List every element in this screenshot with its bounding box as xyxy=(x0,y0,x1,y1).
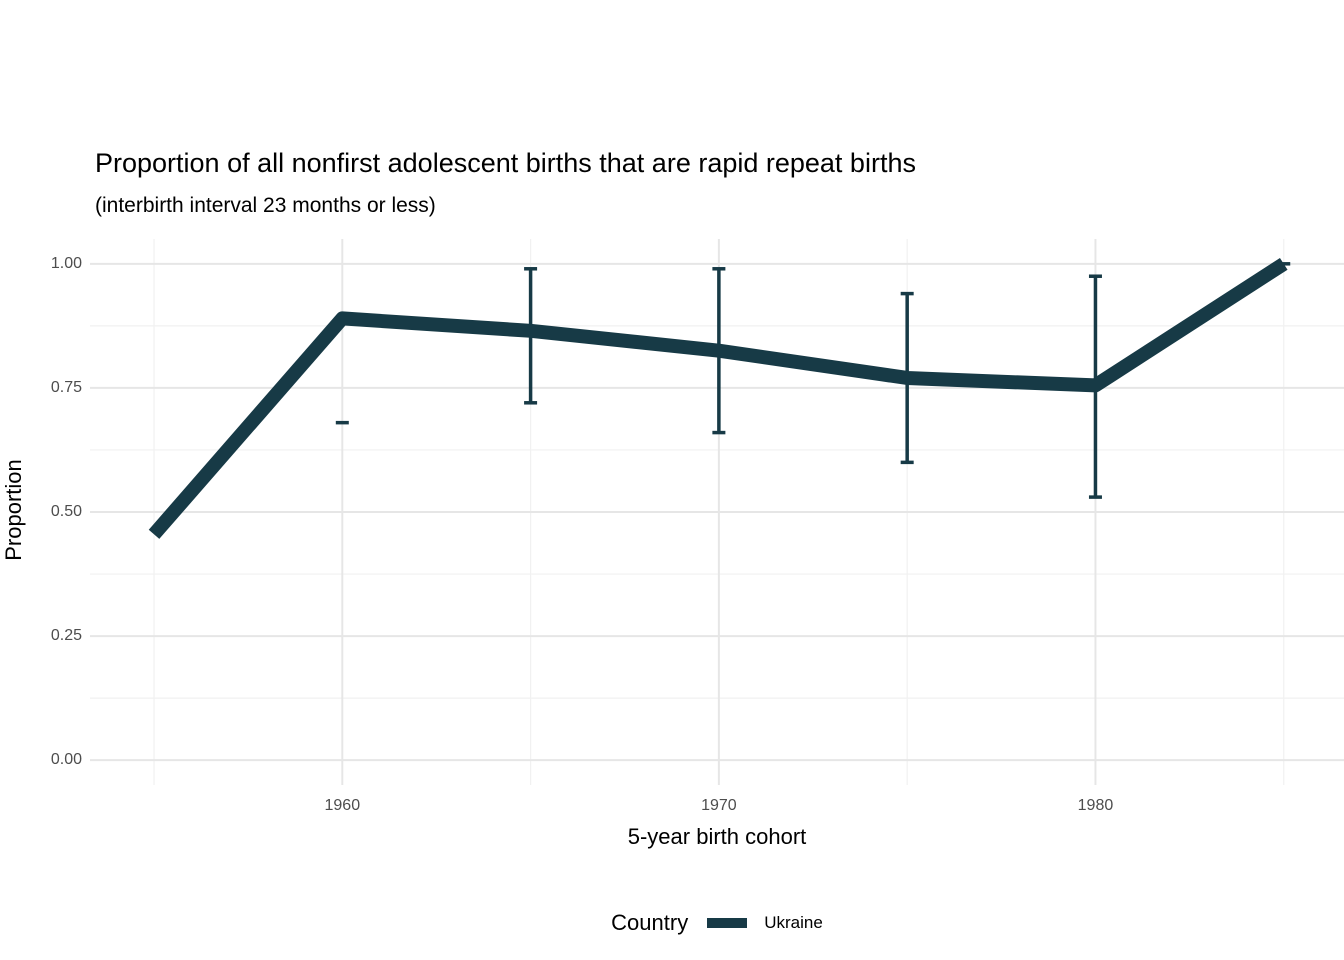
legend: Country Ukraine xyxy=(90,903,1344,943)
y-tick-label: 0.75 xyxy=(50,378,82,396)
data-line-ukraine xyxy=(148,257,1288,539)
chart-subtitle: (interbirth interval 23 months or less) xyxy=(95,194,436,217)
plot-panel xyxy=(90,239,1344,785)
y-tick-label: 0.25 xyxy=(50,627,82,645)
y-tick-label: 0.00 xyxy=(50,751,82,769)
legend-title: Country xyxy=(611,910,689,935)
x-tick-label: 1960 xyxy=(324,797,361,814)
legend-line-swatch-icon xyxy=(707,918,748,928)
x-tick-label: 1970 xyxy=(701,797,737,814)
y-tick-label: 1.00 xyxy=(50,254,82,272)
chart-title: Proportion of all nonfirst adolescent bi… xyxy=(95,148,916,178)
x-tick-label: 1980 xyxy=(1077,797,1114,814)
legend-entry-label: Ukraine xyxy=(764,913,823,932)
x-axis-title: 5-year birth cohort xyxy=(627,824,807,849)
y-tick-label: 0.50 xyxy=(50,503,82,520)
plot-area xyxy=(90,239,1344,785)
